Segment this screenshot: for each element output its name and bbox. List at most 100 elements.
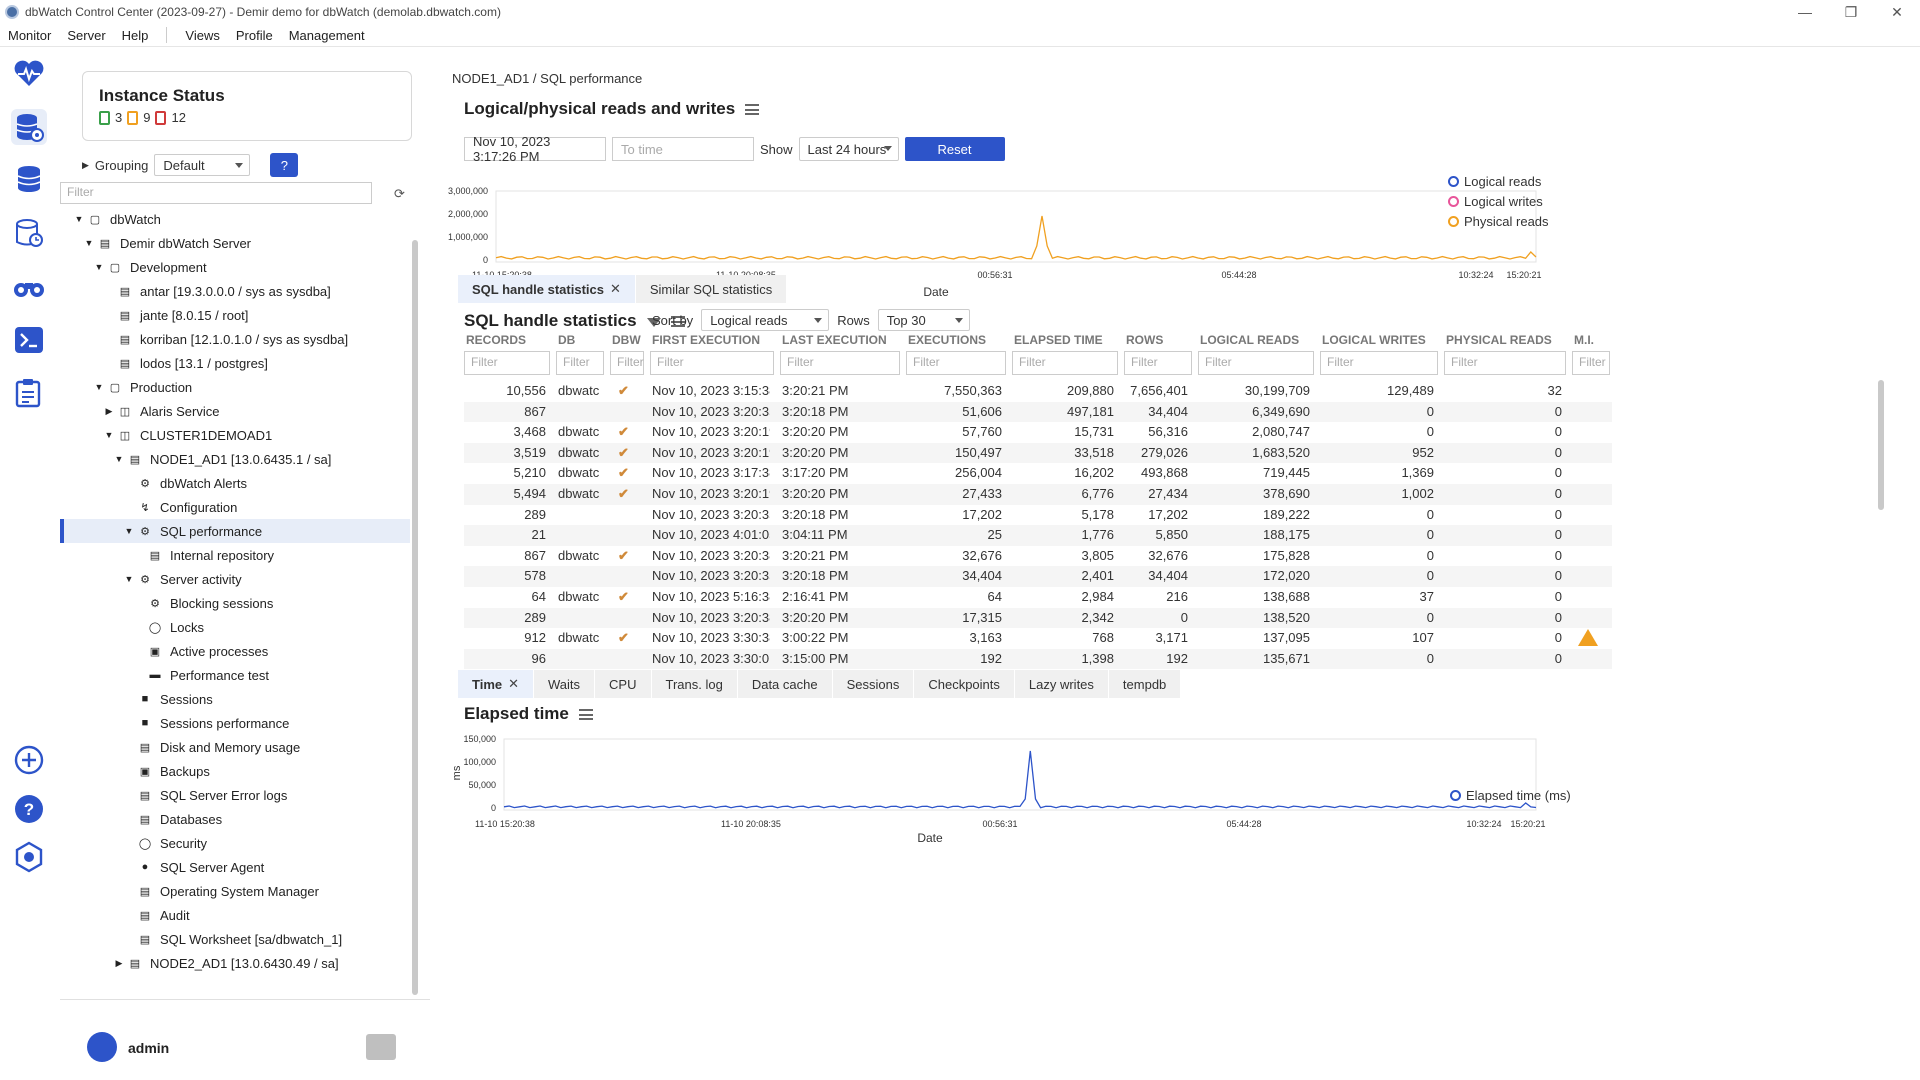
table-row[interactable]: 64 dbwatc... ✔ Nov 10, 2023 5:16:38 PM 2:16:… — [464, 587, 1612, 608]
table-scrollbar[interactable] — [1876, 370, 1886, 700]
instance-status-card[interactable]: Instance Status 3 9 12 — [82, 71, 412, 141]
from-time-input[interactable]: Nov 10, 2023 3:17:26 PM — [464, 134, 606, 164]
table-row[interactable]: 289 Nov 10, 2023 3:20:38 PM 3:20:20 PM 17,3… — [464, 607, 1612, 629]
table-row[interactable]: 96 Nov 10, 2023 3:30:01 PM 3:15:00 PM 192 1,… — [464, 648, 1612, 670]
expanded-arrow-icon[interactable]: ▼ — [124, 526, 134, 536]
reads-legend-item[interactable]: Logical writes — [1448, 191, 1549, 211]
menu-views[interactable]: Views — [185, 27, 220, 43]
tree-item-development[interactable]: ▼ ▢ Development — [60, 255, 410, 279]
expanded-arrow-icon[interactable]: ▼ — [124, 574, 134, 584]
table-scrollbar-thumb[interactable] — [1878, 380, 1884, 510]
terminal-icon[interactable] — [11, 322, 47, 358]
tree-item-sql-performance[interactable]: ▼ ⚙ SQL performance — [60, 519, 410, 543]
column-filter-input[interactable]: Filter — [650, 351, 774, 375]
tree-item-internal-repository[interactable]: ▤ Internal repository — [60, 543, 410, 567]
tab-sessions[interactable]: Sessions — [832, 670, 915, 698]
column-filter-input[interactable]: Filter — [1198, 351, 1314, 375]
tree-item-performance-test[interactable]: ▬ Performance test — [60, 663, 410, 687]
column-header[interactable]: LOGICAL WRITES — [1322, 333, 1426, 347]
collapsed-arrow-icon[interactable]: ▶ — [105, 405, 113, 416]
tab-waits[interactable]: Waits — [534, 670, 596, 698]
tree-scrollbar-thumb[interactable] — [412, 240, 418, 995]
column-filter-input[interactable]: Filter — [1572, 351, 1610, 375]
column-filter-input[interactable]: Filter — [1320, 351, 1438, 375]
tree-filter-input[interactable]: Filter — [60, 182, 372, 204]
table-row[interactable]: 578 Nov 10, 2023 3:20:35 PM 3:20:18 PM 34,4… — [464, 566, 1612, 587]
expanded-arrow-icon[interactable]: ▼ — [74, 214, 84, 224]
tree-item-audit[interactable]: ▤ Audit — [60, 903, 410, 927]
column-filter-input[interactable]: Filter — [464, 351, 550, 375]
menu-profile[interactable]: Profile — [235, 27, 273, 43]
column-header[interactable]: LOGICAL READS — [1200, 333, 1300, 347]
close-icon[interactable]: ✕ — [1891, 3, 1903, 20]
report-icon[interactable] — [11, 375, 47, 411]
close-icon[interactable]: ✕ — [508, 676, 520, 691]
range-select[interactable]: Last 24 hours — [798, 137, 899, 161]
tab-lazy-writes[interactable]: Lazy writes — [1014, 670, 1109, 698]
column-filter-input[interactable]: Filter — [1124, 351, 1192, 375]
monitor-icon[interactable] — [11, 55, 47, 91]
column-header[interactable]: DB — [558, 333, 576, 347]
minimize-icon[interactable]: — — [1798, 4, 1812, 20]
tree-item-sessions[interactable]: ■ Sessions — [60, 687, 410, 711]
column-header[interactable]: ELAPSED TIME — [1014, 333, 1103, 347]
database-clock-icon[interactable] — [11, 215, 47, 251]
reads-legend-item[interactable]: Logical reads — [1448, 171, 1549, 191]
menu-monitor[interactable]: Monitor — [8, 27, 52, 43]
table-row[interactable]: 289 Nov 10, 2023 3:20:35 PM 3:20:18 PM 17,2… — [464, 505, 1612, 526]
column-filter-input[interactable]: Filter — [780, 351, 900, 375]
tree-item-sessions-performance[interactable]: ■ Sessions performance — [60, 711, 410, 735]
tree-item-dbwatch[interactable]: ▼ ▢ dbWatch — [60, 207, 410, 231]
tree-item-jante-8-0-15-root[interactable]: ▤ jante [8.0.15 / root] — [60, 303, 410, 327]
tree-item-sql-server-agent[interactable]: ● SQL Server Agent — [60, 855, 410, 879]
collapsed-arrow-icon[interactable]: ▶ — [115, 957, 123, 968]
column-header[interactable]: PHYSICAL READS — [1446, 333, 1552, 347]
tree-item-sql-server-error-logs[interactable]: ▤ SQL Server Error logs — [60, 783, 410, 807]
hexagon-settings-icon[interactable] — [11, 839, 47, 875]
table-row[interactable]: 867 dbwatc... ✔ Nov 10, 2023 3:20:38 PM 3:20… — [464, 546, 1612, 567]
expanded-arrow-icon[interactable]: ▼ — [104, 430, 114, 440]
help-icon[interactable]: ? — [11, 791, 47, 827]
column-header[interactable]: FIRST EXECUTION — [652, 333, 761, 347]
tree-item-dbwatch-alerts[interactable]: ⚙ dbWatch Alerts — [60, 471, 410, 495]
tree-item-security[interactable]: ◯ Security — [60, 831, 410, 855]
restore-icon[interactable]: ❐ — [1844, 3, 1858, 20]
column-filter-input[interactable]: Filter — [1444, 351, 1566, 375]
tree-item-server-activity[interactable]: ▼ ⚙ Server activity — [60, 567, 410, 591]
reset-button[interactable]: Reset — [904, 137, 1005, 161]
table-row[interactable]: 5,210 dbwatc... ✔ Nov 10, 2023 3:17:38 PM 3:… — [464, 463, 1612, 484]
expanded-arrow-icon[interactable]: ▼ — [94, 262, 104, 272]
rows-select[interactable]: Top 30 — [877, 309, 970, 331]
add-icon[interactable] — [11, 742, 47, 778]
tab-time[interactable]: Time ✕ — [458, 670, 535, 698]
table-row[interactable]: 867 Nov 10, 2023 3:20:35 PM 3:20:18 PM 51,6… — [464, 401, 1612, 423]
expanded-arrow-icon[interactable]: ▼ — [94, 382, 104, 392]
column-filter-input[interactable]: Filter — [556, 351, 604, 375]
refresh-icon[interactable]: ⟳ — [394, 186, 405, 201]
table-row[interactable]: 10,556 dbwatc... ✔ Nov 10, 2023 3:15:38 PM 3… — [464, 381, 1612, 402]
tree-item-lodos-13-1-postgres[interactable]: ▤ lodos [13.1 / postgres] — [60, 351, 410, 375]
tree-item-operating-system-manager[interactable]: ▤ Operating System Manager — [60, 879, 410, 903]
tree-item-sql-worksheet-sa-dbwatch-1[interactable]: ▤ SQL Worksheet [sa/dbwatch_1] — [60, 927, 410, 951]
reads-menu-icon[interactable] — [745, 103, 760, 115]
menu-help[interactable]: Help — [121, 27, 149, 43]
tree-item-node2-ad1-13-0-6430-49-sa[interactable]: ▶ ▤ NODE2_AD1 [13.0.6430.49 / sa] — [60, 951, 410, 975]
elapsed-menu-icon[interactable] — [578, 708, 593, 720]
tree-item-backups[interactable]: ▣ Backups — [60, 759, 410, 783]
tab-tempdb[interactable]: tempdb — [1108, 670, 1182, 698]
table-row[interactable]: 3,468 dbwatc... ✔ Nov 10, 2023 3:20:19 PM 3:… — [464, 422, 1612, 443]
filter-icon[interactable] — [646, 317, 661, 327]
expanded-arrow-icon[interactable]: ▼ — [84, 238, 94, 248]
tree-item-production[interactable]: ▼ ▢ Production — [60, 375, 410, 399]
handle-stats-menu-icon[interactable] — [670, 315, 685, 327]
tree-item-demir-dbwatch-server[interactable]: ▼ ▤ Demir dbWatch Server — [60, 231, 410, 255]
column-header[interactable]: LAST EXECUTION — [782, 333, 887, 347]
column-header[interactable]: DBW — [612, 333, 641, 347]
table-row[interactable]: 21 Nov 10, 2023 4:01:05 PM 3:04:11 PM 25 1,7… — [464, 525, 1612, 546]
database-settings-icon[interactable] — [11, 109, 47, 145]
to-time-input[interactable]: To time — [612, 137, 754, 161]
tree-item-alaris-service[interactable]: ▶ ◫ Alaris Service — [60, 399, 410, 423]
table-row[interactable]: 5,494 dbwatc... ✔ Nov 10, 2023 3:20:19 PM 3:… — [464, 484, 1612, 505]
expanded-arrow-icon[interactable]: ▼ — [114, 454, 124, 464]
column-header[interactable]: RECORDS — [466, 333, 527, 347]
